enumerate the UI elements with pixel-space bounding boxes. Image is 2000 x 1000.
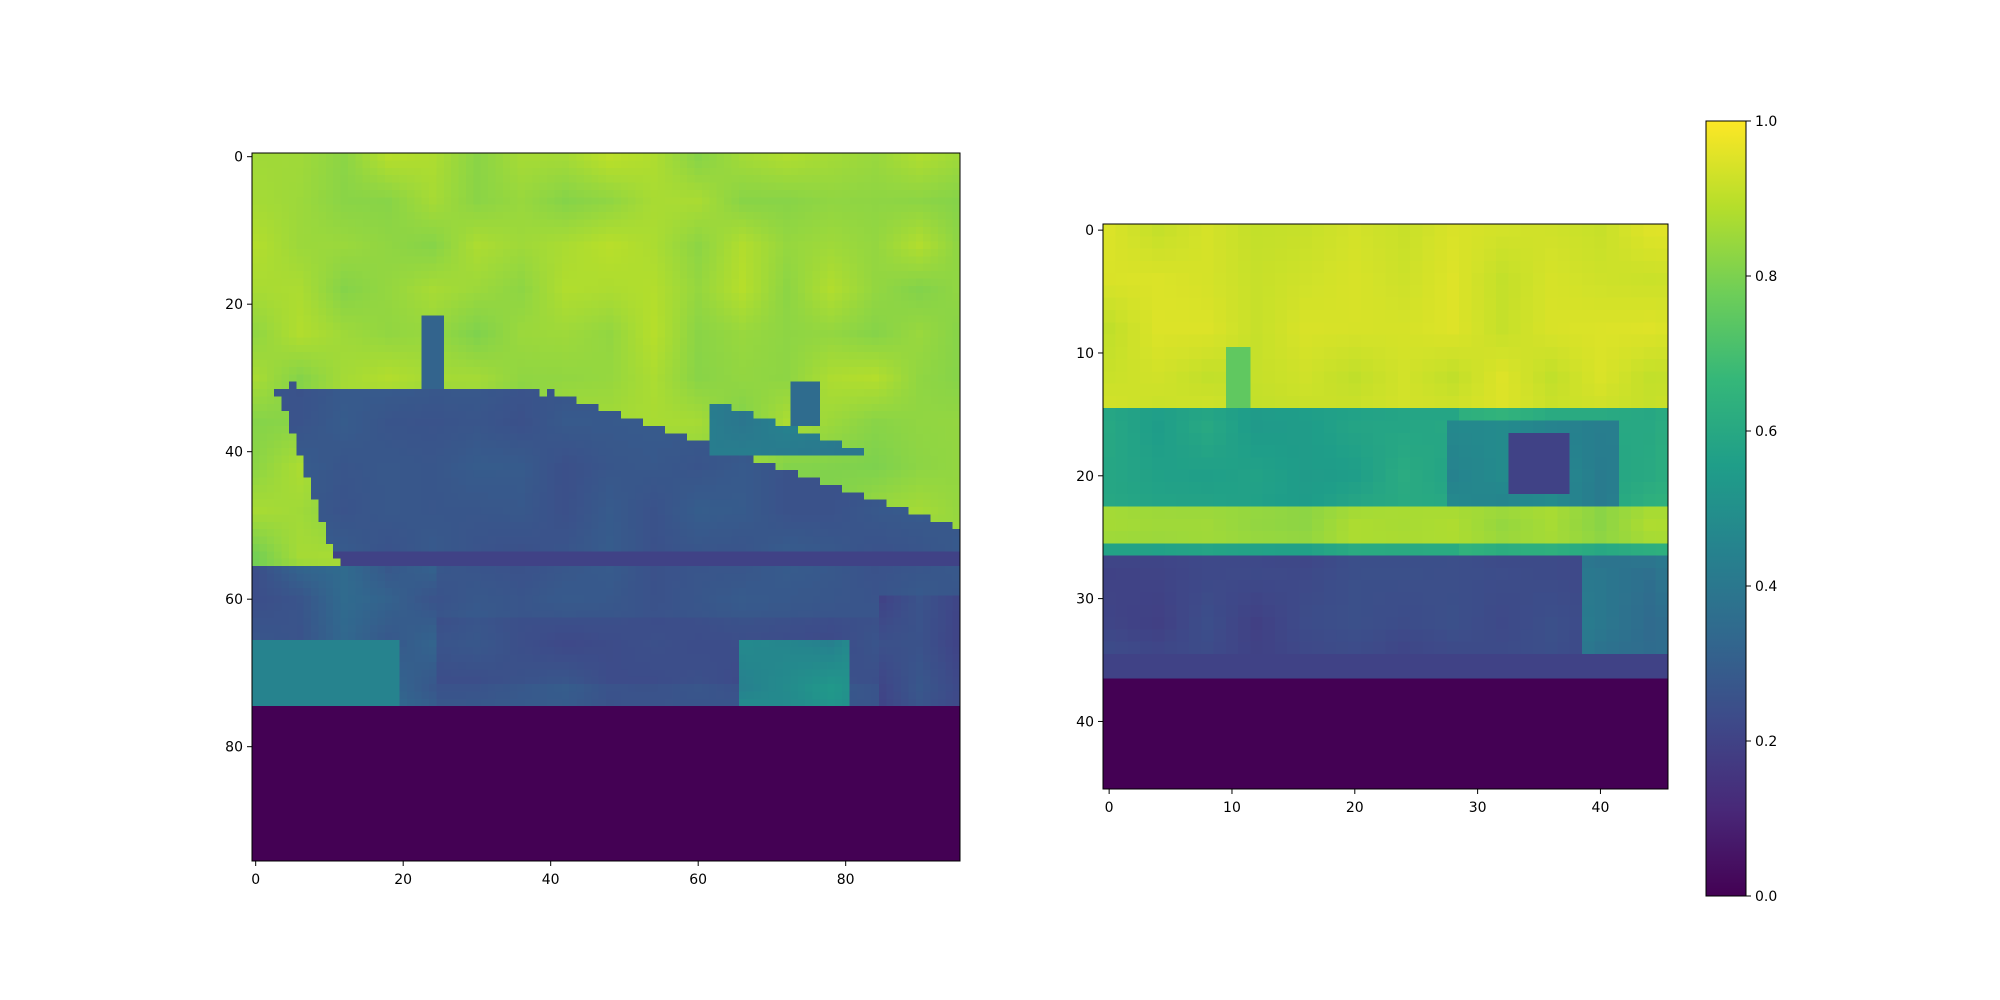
x-tick-label-1-80: 80 [837, 872, 855, 888]
heatmap-axes-2: 0 10 20 30 40 0 10 20 30 40 [1076, 223, 1609, 816]
x-tick-label-1-40: 40 [542, 872, 560, 888]
colorbar-tick-label-1: 0.2 [1755, 734, 1777, 750]
colorbar-axis: 0.0 0.2 0.4 0.6 0.8 1.0 [1746, 114, 1777, 905]
x-tick-label-2-40: 40 [1592, 800, 1610, 816]
x-tick-label-1-60: 60 [689, 872, 707, 888]
y-tick-label-2-20: 20 [1076, 469, 1094, 485]
heatmap-image-2 [1103, 224, 1668, 789]
y-tick-label-1-60: 60 [225, 592, 243, 608]
heatmap-frame-2 [1102, 223, 1669, 790]
colorbar-tick-label-4: 0.8 [1755, 269, 1777, 285]
colorbar-tick-label-3: 0.6 [1755, 424, 1777, 440]
heatmap-frame-1 [251, 152, 961, 862]
heatmap-axes-1: 0 20 40 60 80 0 20 40 60 80 [225, 150, 854, 888]
y-tick-label-1-20: 20 [225, 297, 243, 313]
x-tick-label-1-0: 0 [251, 872, 260, 888]
colorbar-frame [1705, 120, 1747, 897]
x-tick-label-1-20: 20 [394, 872, 412, 888]
y-tick-label-1-80: 80 [225, 740, 243, 756]
colorbar-fill [1706, 121, 1746, 896]
colorbar: 0.0 0.2 0.4 0.6 0.8 1.0 [1705, 114, 1777, 905]
colorbar-tick-label-2: 0.4 [1755, 579, 1777, 595]
y-tick-label-2-10: 10 [1076, 346, 1094, 362]
heatmap-panel-2: 0 10 20 30 40 0 10 20 30 40 [1076, 223, 1669, 816]
y-tick-label-2-40: 40 [1076, 714, 1094, 730]
colorbar-tick-label-5: 1.0 [1755, 114, 1777, 130]
x-tick-label-2-20: 20 [1346, 800, 1364, 816]
y-tick-label-2-30: 30 [1076, 592, 1094, 608]
x-tick-label-2-10: 10 [1223, 800, 1241, 816]
y-tick-label-1-40: 40 [225, 445, 243, 461]
colorbar-tick-label-0: 0.0 [1755, 889, 1777, 905]
x-tick-label-2-0: 0 [1105, 800, 1114, 816]
y-tick-label-2-0: 0 [1085, 223, 1094, 239]
heatmap-panel-1: 0 20 40 60 80 0 20 40 60 80 [225, 150, 961, 888]
heatmap-image-1 [252, 153, 960, 861]
y-tick-label-1-0: 0 [234, 150, 243, 166]
x-tick-label-2-30: 30 [1469, 800, 1487, 816]
